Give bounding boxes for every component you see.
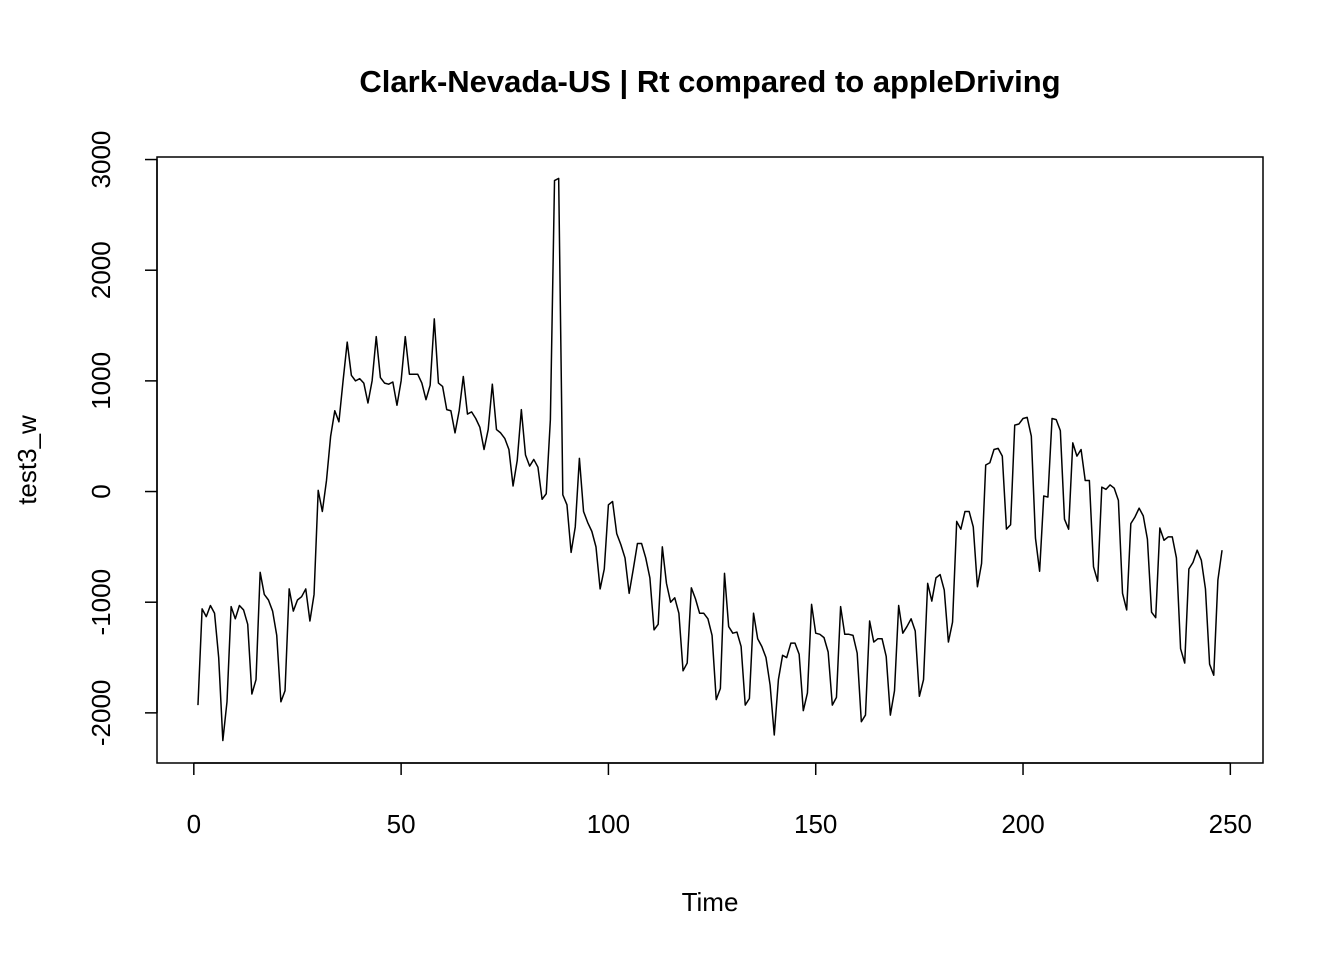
chart-title: Clark-Nevada-US | Rt compared to appleDr… [359, 64, 1060, 99]
y-tick-label: 2000 [86, 241, 116, 299]
x-tick-label: 200 [1001, 809, 1044, 839]
x-axis-label: Time [682, 887, 739, 917]
y-tick-label: 0 [86, 484, 116, 498]
y-tick-label: -1000 [86, 569, 116, 636]
x-tick-label: 50 [387, 809, 416, 839]
y-tick-label: 3000 [86, 131, 116, 189]
x-tick-label: 0 [187, 809, 201, 839]
x-tick-label: 250 [1209, 809, 1252, 839]
x-tick-label: 150 [794, 809, 837, 839]
y-axis-label: test3_w [12, 415, 42, 505]
x-tick-label: 100 [587, 809, 630, 839]
y-tick-label: 1000 [86, 352, 116, 410]
data-line [197, 177, 1223, 742]
y-tick-label: -2000 [86, 680, 116, 747]
